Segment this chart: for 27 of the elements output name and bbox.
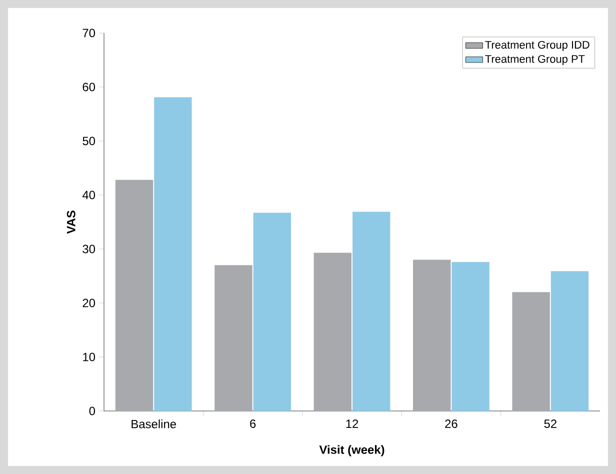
bar <box>115 180 154 411</box>
y-tick-label: 60 <box>82 82 96 92</box>
bar <box>512 292 550 411</box>
y-tick-label: 20 <box>82 298 96 308</box>
x-tick-label: 12 <box>346 420 358 428</box>
bar <box>314 252 352 411</box>
y-tick-label: 50 <box>82 136 96 146</box>
y-tick-label: 0 <box>89 406 96 416</box>
y-tick-label: 40 <box>82 190 96 200</box>
x-tick-label: 6 <box>250 420 256 428</box>
x-axis-title: Visit (week) <box>319 445 384 456</box>
x-tick-label: Baseline <box>132 420 176 428</box>
legend-label: Treatment Group IDD <box>485 40 590 51</box>
x-tick-label: 26 <box>445 420 458 428</box>
bar <box>413 260 451 411</box>
bar <box>154 97 192 411</box>
bar <box>253 212 291 411</box>
y-tick-label: 30 <box>82 244 96 254</box>
y-tick-label: 10 <box>83 352 96 362</box>
bar <box>550 271 589 411</box>
x-tick-label: 52 <box>544 420 556 428</box>
bar <box>352 212 390 411</box>
bar <box>214 265 252 411</box>
bar <box>452 262 490 411</box>
y-axis-title: VAS <box>66 210 76 234</box>
legend-label: Treatment Group PT <box>485 55 585 65</box>
y-tick-label: 70 <box>82 28 96 38</box>
